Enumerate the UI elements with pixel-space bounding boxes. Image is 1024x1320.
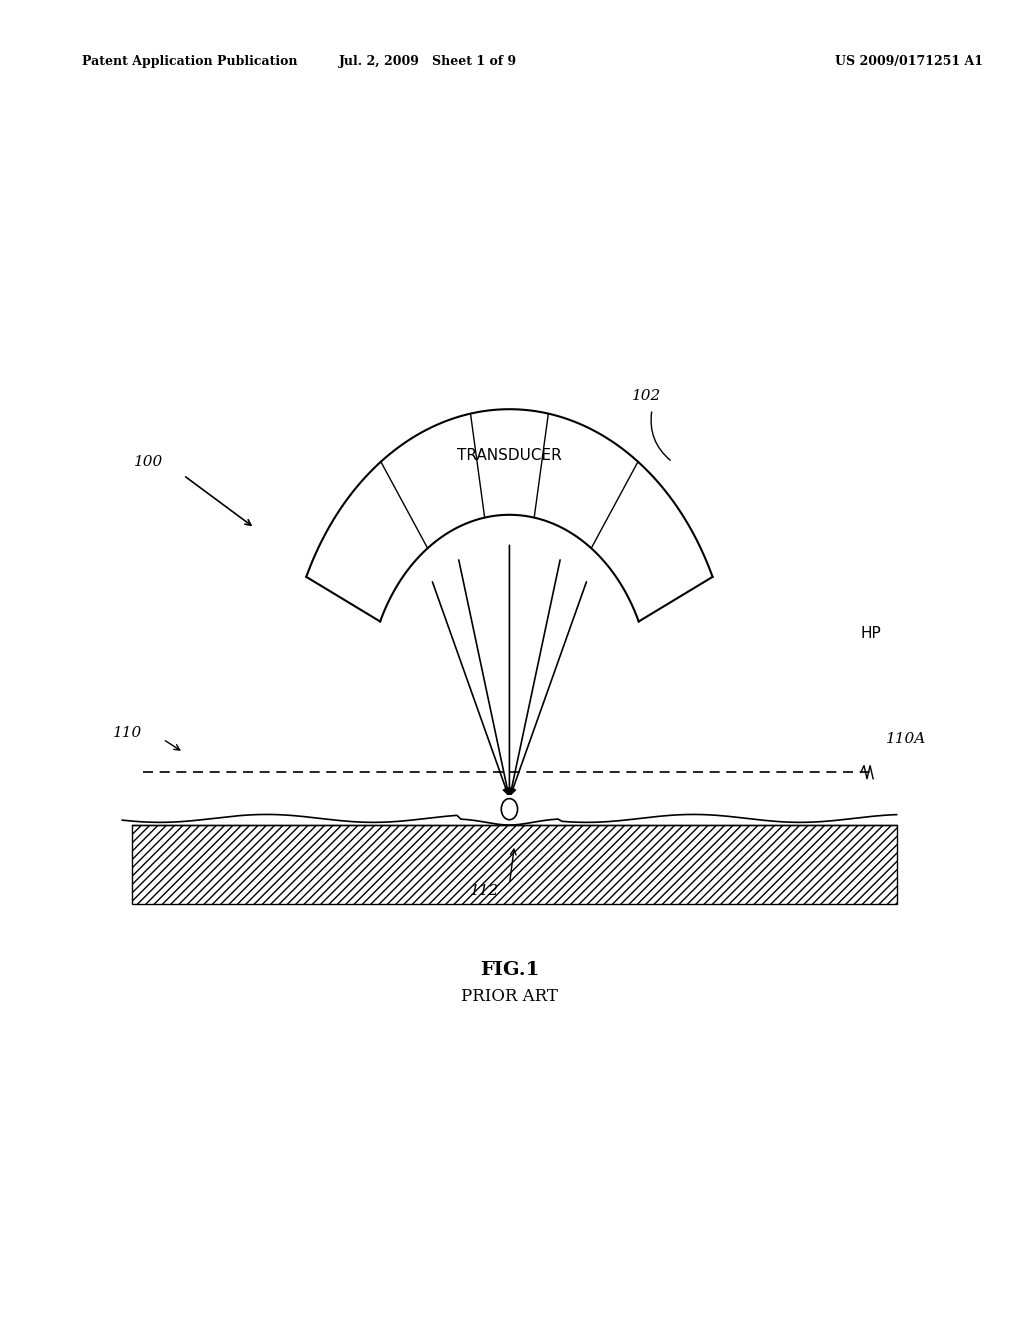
Text: 100: 100 — [134, 455, 163, 469]
Text: 110A: 110A — [887, 733, 927, 746]
Text: TRANSDUCER: TRANSDUCER — [457, 447, 562, 463]
Text: PRIOR ART: PRIOR ART — [461, 989, 558, 1005]
Text: 102: 102 — [632, 389, 660, 403]
Text: Patent Application Publication: Patent Application Publication — [82, 55, 297, 69]
Circle shape — [502, 799, 517, 820]
Text: FIG.1: FIG.1 — [479, 961, 539, 979]
Text: Jul. 2, 2009   Sheet 1 of 9: Jul. 2, 2009 Sheet 1 of 9 — [339, 55, 517, 69]
Text: 112: 112 — [470, 884, 500, 898]
Text: US 2009/0171251 A1: US 2009/0171251 A1 — [836, 55, 983, 69]
Text: 110: 110 — [114, 726, 142, 739]
Text: HP: HP — [861, 626, 882, 642]
Bar — [132, 825, 897, 904]
